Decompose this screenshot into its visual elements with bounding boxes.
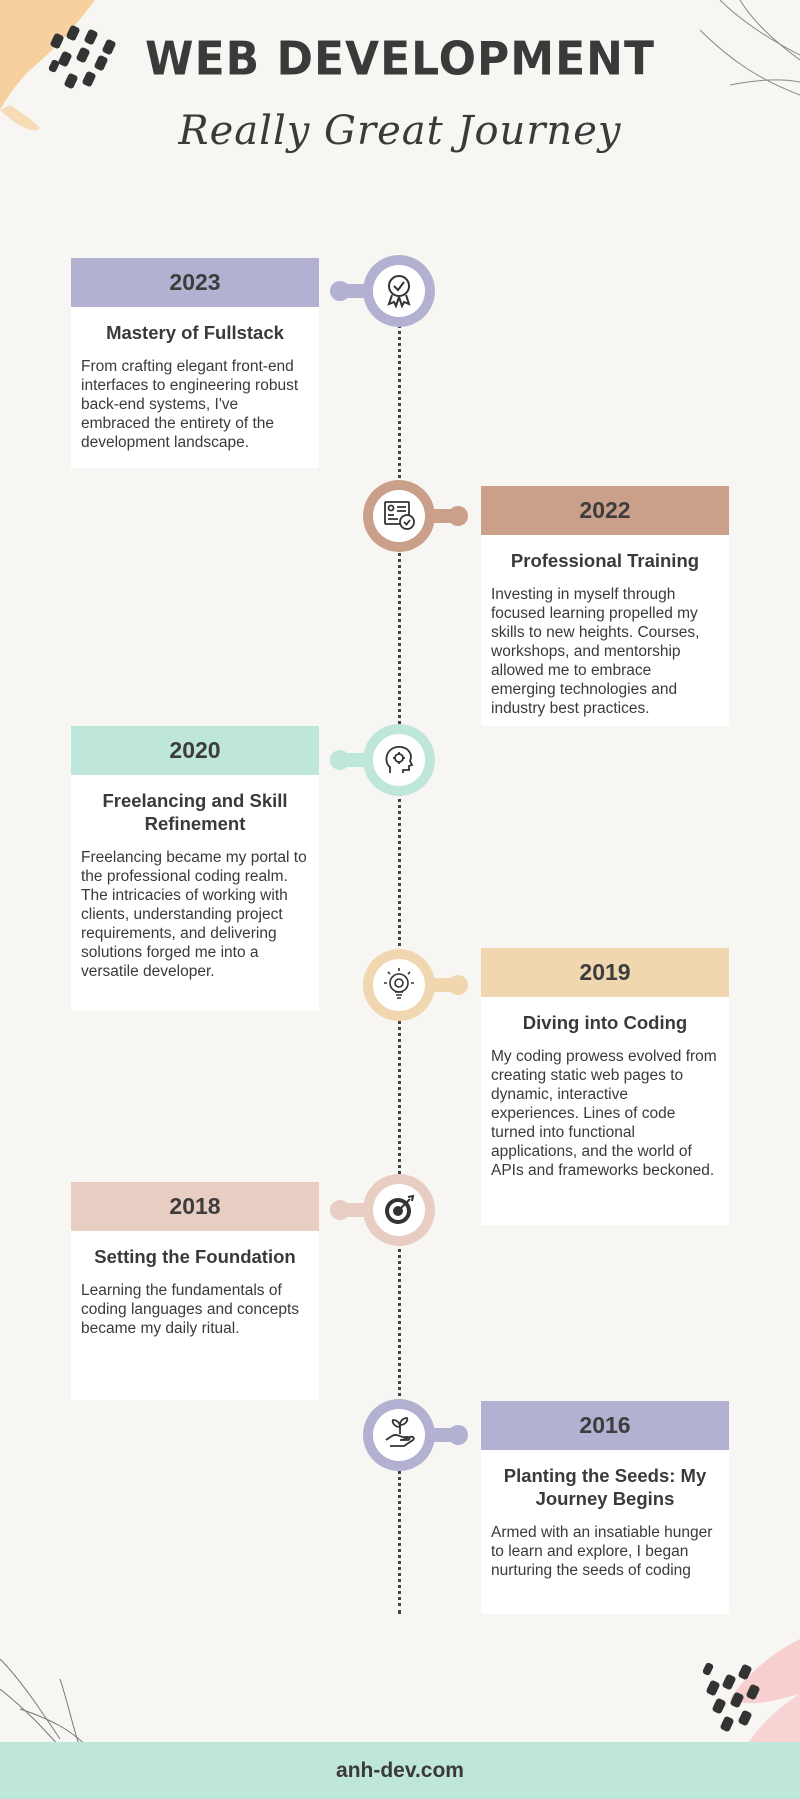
timeline-node-2023 — [330, 255, 435, 327]
target-icon — [385, 1194, 415, 1224]
card-year: 2020 — [71, 726, 319, 775]
page-title: WEB DEVELOPMENT — [145, 32, 655, 87]
card-body: Freelancing became my portal to the prof… — [81, 849, 307, 980]
card-year: 2019 — [481, 948, 729, 997]
timeline-card-2022: 2022 Professional Training Investing in … — [481, 486, 729, 726]
card-body: From crafting elegant front-end interfac… — [81, 358, 299, 451]
card-body: Learning the fundamentals of coding lang… — [81, 1282, 300, 1337]
timeline-card-2020: 2020 Freelancing and Skill Refinement Fr… — [71, 726, 319, 1011]
card-year: 2022 — [481, 486, 729, 535]
timeline-card-2016: 2016 Planting the Seeds: My Journey Begi… — [481, 1401, 729, 1614]
head-gear-icon — [385, 746, 414, 773]
certificate-icon — [384, 501, 415, 530]
timeline-node-2018 — [330, 1174, 435, 1246]
card-body: Investing in myself through focused lear… — [491, 586, 700, 717]
card-heading: Freelancing and Skill Refinement — [102, 790, 288, 834]
card-heading: Planting the Seeds: My Journey Begins — [503, 1465, 707, 1509]
award-badge-icon — [387, 275, 411, 309]
card-heading: Setting the Foundation — [94, 1246, 296, 1267]
timeline-card-2019: 2019 Diving into Coding My coding prowes… — [481, 948, 729, 1225]
card-heading: Diving into Coding — [522, 1012, 688, 1033]
card-body: Armed with an insatiable hunger to learn… — [491, 1524, 713, 1579]
card-heading: Mastery of Fullstack — [106, 322, 284, 343]
hand-plant-icon — [385, 1417, 415, 1447]
page-subtitle: Really Great Journey — [178, 108, 622, 154]
lightbulb-gear-icon — [384, 968, 414, 999]
timeline-node-2016 — [363, 1399, 468, 1471]
brush-decoration-bottom-right — [702, 1639, 800, 1759]
card-body: My coding prowess evolved from creating … — [491, 1048, 717, 1179]
card-year: 2023 — [71, 258, 319, 307]
card-year: 2018 — [71, 1182, 319, 1231]
timeline-node-2019 — [363, 949, 468, 1021]
card-heading: Professional Training — [510, 550, 700, 571]
footer-website: anh-dev.com — [0, 1742, 800, 1799]
card-year: 2016 — [481, 1401, 729, 1450]
timeline-node-2022 — [363, 480, 468, 552]
timeline-card-2018: 2018 Setting the Foundation Learning the… — [71, 1182, 319, 1400]
timeline-node-2020 — [330, 724, 435, 796]
timeline-card-2023: 2023 Mastery of Fullstack From crafting … — [71, 258, 319, 468]
